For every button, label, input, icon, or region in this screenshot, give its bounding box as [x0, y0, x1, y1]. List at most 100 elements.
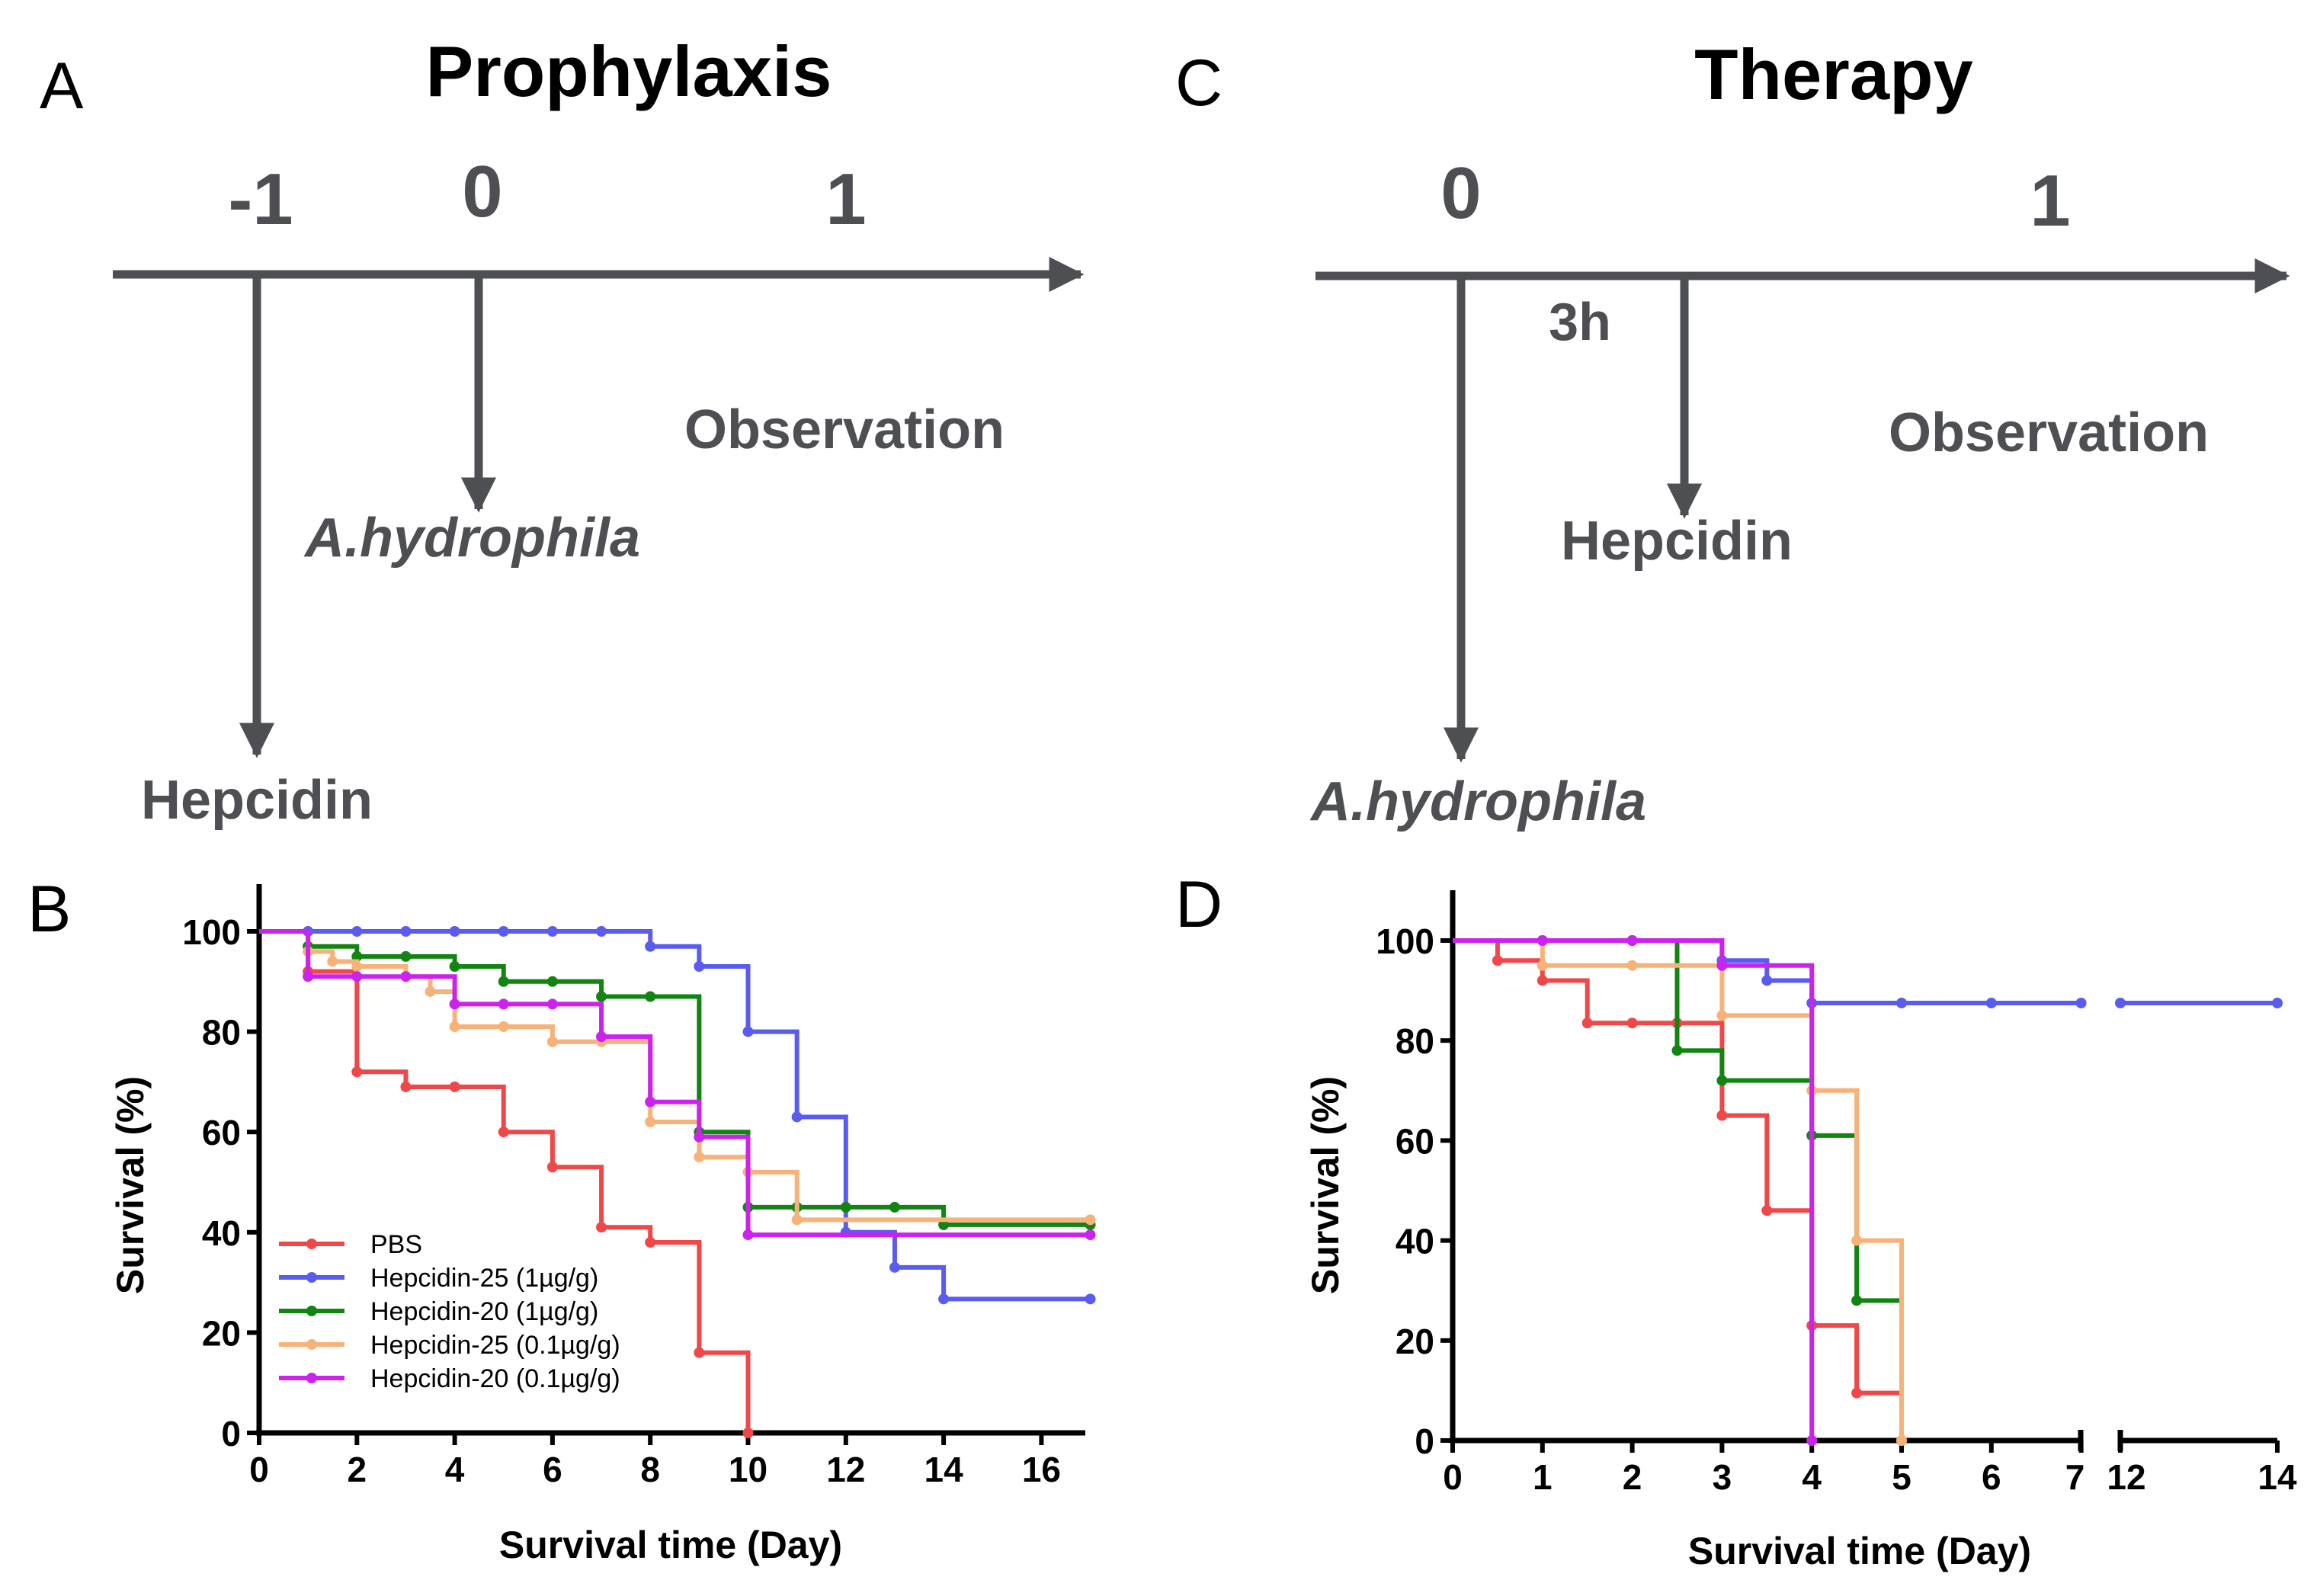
x-tick-label: 6 — [1982, 1457, 2001, 1497]
data-point-hepcidin-20-0-1-g-g — [1626, 935, 1638, 946]
data-point-hepcidin-25-1-g-g — [694, 961, 705, 973]
y-ticks-b: 0 20 40 60 80 100 — [182, 912, 259, 1453]
data-point-hepcidin-25-1-g-g — [1896, 998, 1907, 1008]
data-point-hepcidin-20-0-1-g-g — [449, 998, 460, 1010]
legend-marker-hepcidin-25-1-g-g — [306, 1272, 317, 1283]
legend-label-hepcidin-25-0-1-g-g: Hepcidin-25 (0.1µg/g) — [370, 1331, 620, 1360]
interval-label-3h: 3h — [1549, 292, 1611, 351]
data-point-pbs — [351, 1066, 363, 1078]
legend-label-hepcidin-20-0-1-g-g: Hepcidin-20 (0.1µg/g) — [370, 1364, 620, 1393]
timeline-tick-minus-1: -1 — [228, 159, 293, 240]
y-tick-label: 20 — [1396, 1322, 1434, 1361]
x-tick-label: 4 — [445, 1450, 465, 1489]
x-tick-label: 16 — [1022, 1450, 1061, 1489]
x-tick-label: 2 — [1623, 1457, 1642, 1497]
data-point-hepcidin-25-0-1-g-g — [351, 961, 363, 973]
data-point-hepcidin-25-1-g-g — [546, 926, 558, 937]
data-point-hepcidin-25-1-g-g — [449, 926, 460, 937]
data-point-hepcidin-25-0-1-g-g — [327, 956, 338, 967]
data-point-pbs — [498, 1126, 509, 1138]
panel-c: C Therapy 0 1 3h Observation Hepcidin A.… — [1175, 34, 2290, 832]
observation-label-a: Observation — [684, 399, 1005, 460]
data-point-hepcidin-25-1-g-g — [498, 926, 509, 937]
data-point-hepcidin-25-1-g-g — [596, 926, 607, 937]
x-tick-label: 12 — [2107, 1457, 2145, 1497]
data-point-hepcidin-25-0-1-g-g — [498, 1021, 509, 1033]
data-point-hepcidin-25-0-1-g-g — [1851, 1235, 1863, 1246]
x-tick-label: 14 — [2258, 1457, 2297, 1497]
panel-b: B 0 20 40 60 80 100 0 2 4 6 8 10 12 14 16 Survival ti… — [27, 873, 1096, 1566]
data-point-pbs — [742, 1428, 754, 1438]
data-point-hepcidin-20-1-g-g — [1716, 1075, 1728, 1086]
y-axis-label-d: Survival (%) — [1304, 1076, 1347, 1294]
data-point-hepcidin-25-0-1-g-g — [645, 1117, 656, 1128]
legend-marker-pbs — [306, 1239, 317, 1249]
data-point-hepcidin-25-1-g-g — [791, 1111, 803, 1123]
observation-label-c: Observation — [1889, 402, 2209, 463]
data-point-hepcidin-20-0-1-g-g — [1537, 935, 1548, 946]
panel-letter-d: D — [1175, 868, 1222, 941]
legend-marker-hepcidin-20-0-1-g-g — [306, 1373, 317, 1383]
panel-title-therapy: Therapy — [1694, 34, 1973, 114]
data-point-hepcidin-20-1-g-g — [889, 1201, 900, 1213]
timeline-tick-1: 1 — [825, 159, 866, 240]
data-point-pbs — [400, 1081, 412, 1092]
x-tick-label: 5 — [1892, 1457, 1911, 1497]
data-point-pbs — [1851, 1387, 1863, 1399]
legend-label-pbs: PBS — [370, 1230, 422, 1259]
series-hepcidin-25-0-1-g-g — [259, 929, 1096, 1226]
x-axis-label-b: Survival time (Day) — [499, 1524, 842, 1566]
data-point-hepcidin-25-0-1-g-g — [546, 1036, 558, 1047]
data-point-hepcidin-25-0-1-g-g — [791, 1214, 803, 1226]
data-point-hepcidin-20-1-g-g — [498, 976, 509, 987]
y-ticks-d: 0 20 40 60 80 100 — [1376, 921, 1453, 1461]
data-point-hepcidin-25-1-g-g — [742, 1026, 754, 1037]
x-tick-label: 10 — [729, 1450, 767, 1489]
data-point-hepcidin-25-1-g-g — [2272, 998, 2283, 1008]
data-point-hepcidin-20-0-1-g-g — [645, 1096, 656, 1107]
survival-line-pbs — [259, 929, 751, 1433]
data-point-hepcidin-25-0-1-g-g — [449, 1021, 460, 1033]
y-tick-label: 0 — [221, 1414, 241, 1453]
data-point-hepcidin-20-0-1-g-g — [694, 1131, 705, 1143]
panel-letter-a: A — [40, 50, 84, 123]
data-point-hepcidin-20-0-1-g-g — [400, 971, 412, 982]
series-hepcidin-20-0-1-g-g — [1453, 935, 1818, 1446]
data-point-hepcidin-25-1-g-g — [645, 941, 656, 952]
panel-letter-b: B — [27, 873, 71, 946]
hepcidin-label-c: Hepcidin — [1561, 511, 1793, 572]
data-point-pbs — [449, 1081, 460, 1092]
y-tick-label: 100 — [1376, 921, 1434, 961]
x-tick-label: 7 — [2065, 1457, 2085, 1497]
x-ticks-b: 0 2 4 6 8 10 12 14 16 — [249, 1433, 1061, 1489]
x-tick-label: 3 — [1713, 1457, 1732, 1497]
data-point-hepcidin-25-1-g-g — [351, 926, 363, 937]
y-tick-label: 0 — [1415, 1421, 1434, 1461]
legend-marker-hepcidin-25-0-1-g-g — [306, 1339, 317, 1350]
pathogen-label-c: A.hydrophila — [1309, 771, 1646, 832]
x-tick-label: 14 — [924, 1450, 964, 1489]
x-tick-label: 1 — [1533, 1457, 1553, 1497]
data-point-hepcidin-25-1-g-g — [938, 1293, 950, 1305]
data-point-hepcidin-20-0-1-g-g — [596, 1031, 607, 1043]
pathogen-label-a: A.hydrophila — [303, 508, 640, 569]
data-point-hepcidin-25-0-1-g-g — [1626, 960, 1638, 971]
x-tick-label: 2 — [348, 1450, 367, 1489]
series-pbs — [259, 929, 754, 1438]
y-tick-label: 60 — [202, 1113, 241, 1152]
data-point-hepcidin-25-1-g-g — [889, 1261, 900, 1273]
data-point-hepcidin-25-1-g-g — [1085, 1293, 1096, 1305]
legend-marker-hepcidin-20-1-g-g — [306, 1306, 317, 1316]
data-point-hepcidin-20-0-1-g-g — [742, 1229, 754, 1241]
data-point-hepcidin-20-0-1-g-g — [498, 998, 509, 1010]
series-hepcidin-25-1-g-g — [1453, 935, 2283, 1008]
panel-letter-c: C — [1175, 46, 1222, 120]
data-point-hepcidin-25-1-g-g — [2115, 998, 2126, 1008]
legend-label-hepcidin-20-1-g-g: Hepcidin-20 (1µg/g) — [370, 1297, 598, 1326]
y-tick-label: 20 — [202, 1313, 241, 1353]
x-tick-label: 0 — [249, 1450, 269, 1489]
x-axis-label-d: Survival time (Day) — [1688, 1530, 2031, 1572]
data-point-hepcidin-20-1-g-g — [449, 961, 460, 973]
